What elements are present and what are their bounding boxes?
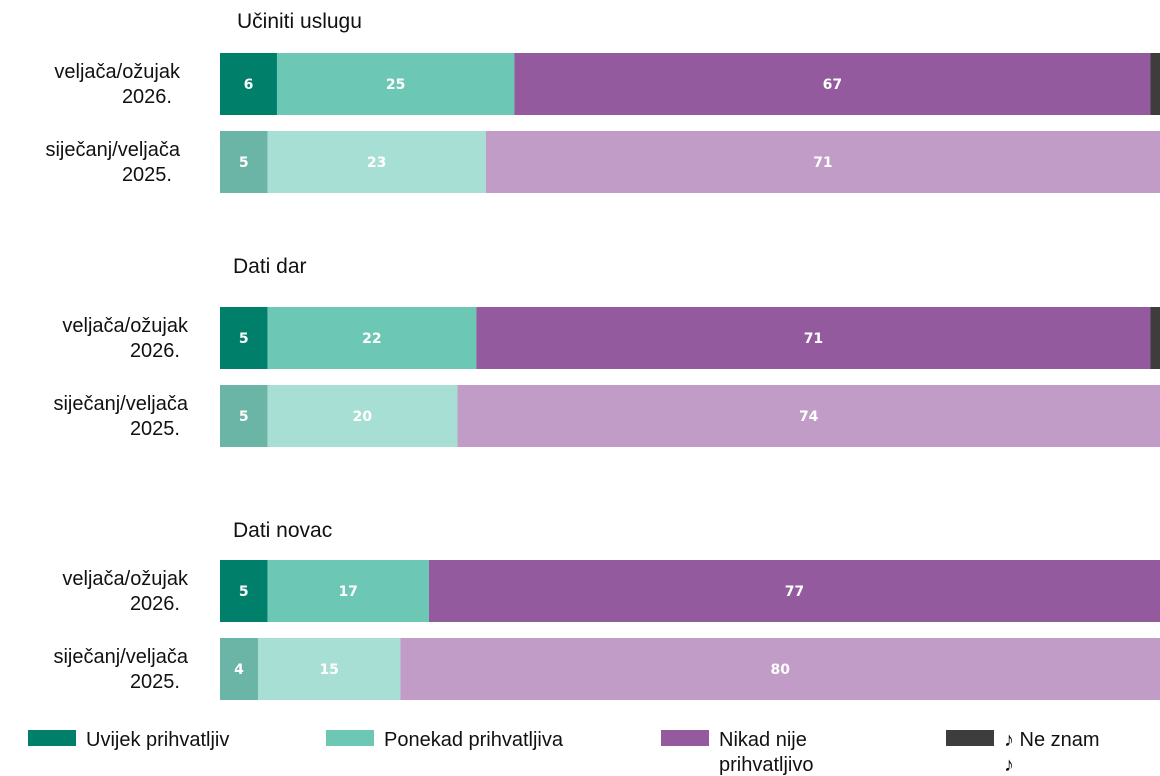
legend-swatch (326, 730, 374, 746)
data-label: 71 (804, 331, 823, 347)
group-title: Dati dar (233, 255, 307, 278)
legend-swatch (946, 730, 994, 746)
bar-segment (514, 53, 1151, 115)
bar-segment (267, 307, 477, 369)
data-label: 71 (813, 155, 832, 171)
row-label: siječanj/veljača 2025. (53, 393, 188, 440)
bar-segment (276, 53, 515, 115)
data-label: 23 (367, 155, 386, 171)
bar-segment (1150, 53, 1160, 115)
legend-label: Uvijek prihvatljiv (86, 729, 229, 751)
data-label: 17 (338, 584, 357, 600)
legend-swatch (661, 730, 709, 746)
bar-segment (220, 385, 268, 447)
data-label: 5 (239, 331, 249, 347)
data-label: 5 (239, 584, 249, 600)
row-label: siječanj/veljača 2025. (53, 646, 188, 693)
legend-label: Ponekad prihvatljiva (384, 729, 564, 751)
bar-segment (476, 307, 1151, 369)
bar-segment (220, 53, 277, 115)
row-label: veljača/ožujak 2026. (62, 315, 189, 362)
bar-segment (457, 385, 1160, 447)
bar-segment (220, 307, 268, 369)
legend-label: ♪ Ne znam ♪ (1004, 729, 1100, 776)
data-label: 4 (234, 662, 244, 678)
bar-segment (267, 560, 429, 622)
bar-segment (220, 638, 258, 700)
group-title: Učiniti uslugu (237, 10, 362, 33)
data-label: 6 (244, 77, 254, 93)
data-label: 22 (362, 331, 381, 347)
bar-segment (257, 638, 401, 700)
legend-swatch (28, 730, 76, 746)
data-label: 5 (239, 409, 249, 425)
row-label: siječanj/veljača 2025. (45, 139, 180, 186)
data-label: 67 (823, 77, 842, 93)
data-label: 80 (770, 662, 790, 678)
data-label: 5 (239, 155, 249, 171)
bar-segment (220, 131, 268, 193)
bar-segment (220, 560, 268, 622)
data-label: 15 (319, 662, 338, 678)
legend-label: Nikad nije prihvatljivo (719, 729, 813, 776)
data-label: 20 (353, 409, 373, 425)
bar-segment (267, 131, 486, 193)
bar-segment (1150, 307, 1160, 369)
bar-segment (400, 638, 1160, 700)
group-title: Dati novac (233, 519, 332, 542)
row-label: veljača/ožujak 2026. (62, 568, 189, 615)
data-label: 25 (386, 77, 405, 93)
data-label: 74 (799, 409, 819, 425)
bar-segment (428, 560, 1160, 622)
bar-segment (267, 385, 458, 447)
row-label: veljača/ožujak 2026. (54, 61, 181, 108)
bar-segment (485, 131, 1160, 193)
data-label: 77 (785, 584, 804, 600)
